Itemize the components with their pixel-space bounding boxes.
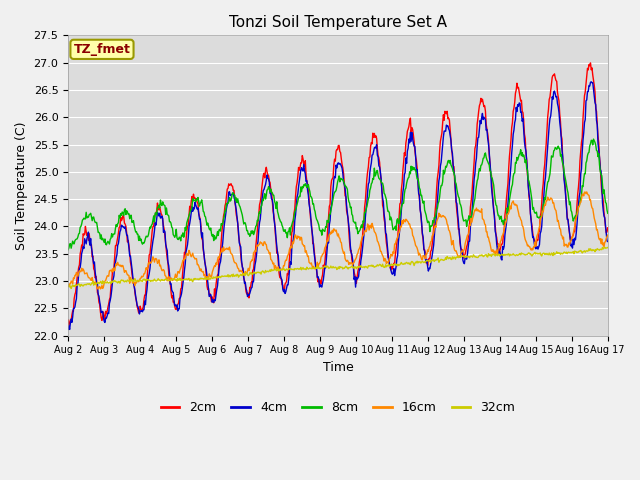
32cm — [75, 281, 83, 287]
4cm — [131, 284, 138, 289]
8cm — [74, 234, 82, 240]
X-axis label: Time: Time — [323, 361, 353, 374]
8cm — [604, 210, 612, 216]
Y-axis label: Soil Temperature (C): Soil Temperature (C) — [15, 121, 28, 250]
Line: 32cm: 32cm — [68, 247, 608, 288]
2cm — [404, 126, 412, 132]
16cm — [64, 282, 72, 288]
8cm — [213, 233, 221, 239]
2cm — [185, 213, 193, 218]
4cm — [75, 271, 83, 276]
32cm — [420, 260, 428, 265]
16cm — [94, 286, 102, 292]
Line: 8cm: 8cm — [68, 139, 608, 250]
8cm — [64, 247, 72, 252]
2cm — [604, 225, 612, 231]
4cm — [214, 283, 221, 288]
2cm — [75, 264, 83, 270]
Legend: 2cm, 4cm, 8cm, 16cm, 32cm: 2cm, 4cm, 8cm, 16cm, 32cm — [156, 396, 520, 419]
4cm — [588, 79, 595, 84]
32cm — [598, 244, 606, 250]
4cm — [604, 239, 612, 244]
16cm — [185, 248, 193, 253]
8cm — [589, 136, 597, 142]
2cm — [587, 60, 595, 66]
8cm — [184, 216, 192, 221]
2cm — [65, 323, 73, 328]
32cm — [214, 275, 221, 281]
8cm — [404, 177, 412, 183]
16cm — [214, 257, 221, 263]
32cm — [604, 245, 612, 251]
4cm — [185, 224, 193, 230]
4cm — [404, 145, 412, 151]
32cm — [64, 282, 72, 288]
2cm — [420, 247, 428, 252]
8cm — [130, 218, 138, 224]
Text: TZ_fmet: TZ_fmet — [74, 43, 131, 56]
Line: 4cm: 4cm — [68, 82, 608, 329]
2cm — [64, 317, 72, 323]
16cm — [583, 189, 591, 195]
2cm — [214, 272, 221, 278]
16cm — [404, 219, 412, 225]
32cm — [131, 276, 138, 282]
16cm — [74, 274, 82, 279]
32cm — [67, 286, 75, 291]
8cm — [419, 200, 427, 206]
Line: 2cm: 2cm — [68, 63, 608, 325]
32cm — [404, 261, 412, 267]
2cm — [131, 282, 138, 288]
4cm — [64, 326, 72, 332]
16cm — [131, 279, 138, 285]
Title: Tonzi Soil Temperature Set A: Tonzi Soil Temperature Set A — [229, 15, 447, 30]
4cm — [66, 326, 74, 332]
32cm — [185, 276, 193, 281]
4cm — [420, 246, 428, 252]
16cm — [604, 232, 612, 238]
16cm — [420, 253, 428, 259]
Line: 16cm: 16cm — [68, 192, 608, 289]
